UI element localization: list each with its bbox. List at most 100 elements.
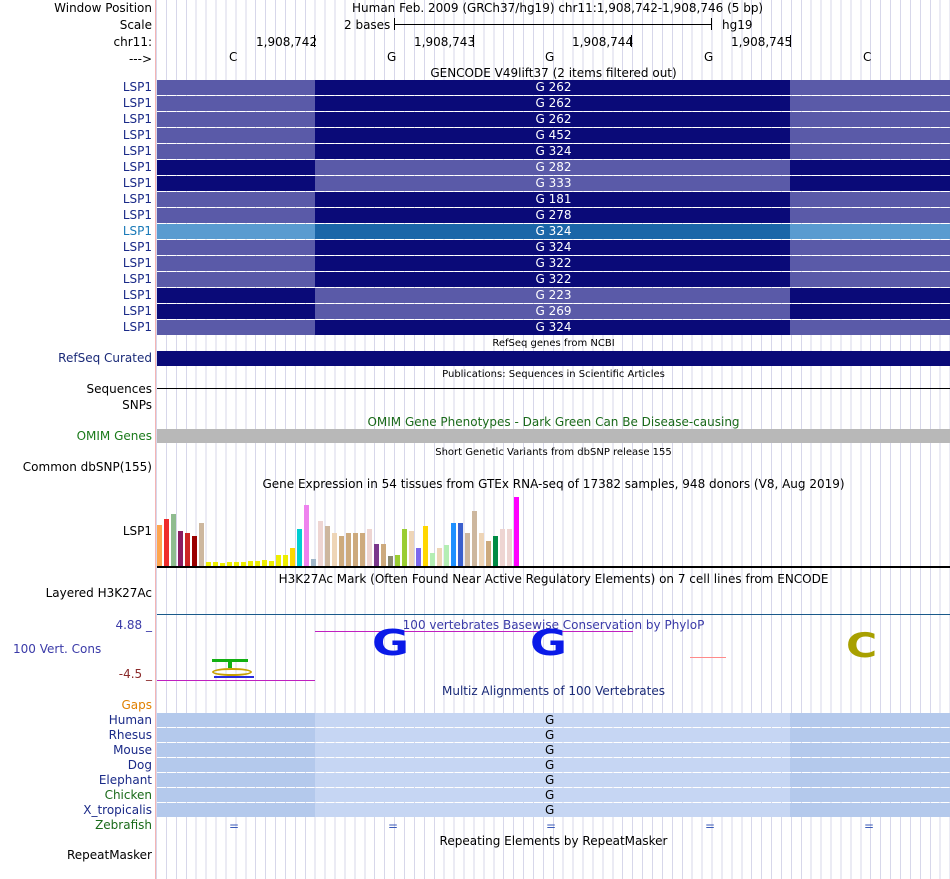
gtex-tissue-bar[interactable] [500,529,505,567]
phylop-label[interactable]: 100 Vert. Cons [13,642,102,656]
gtex-tissue-bar[interactable] [430,553,435,567]
gencode-row-label[interactable]: LSP1 [122,304,152,318]
publications-title[interactable]: Publications: Sequences in Scientific Ar… [442,369,665,380]
gtex-tissue-bar[interactable] [199,523,204,567]
gencode-transcript-row[interactable]: G 181 [157,192,950,207]
gtex-tissue-bar[interactable] [339,536,344,567]
gtex-tissue-bar[interactable] [437,548,442,567]
gtex-label[interactable]: LSP1 [122,524,152,538]
snps-label[interactable]: SNPs [122,398,152,412]
multiz-title[interactable]: Multiz Alignments of 100 Vertebrates [441,684,666,698]
publications-label[interactable]: Sequences [86,382,152,396]
gencode-transcript-row[interactable]: G 223 [157,288,950,303]
multiz-species-label[interactable]: Elephant [98,773,152,787]
multiz-alignment-row[interactable]: G [157,788,950,802]
h3k27ac-label[interactable]: Layered H3K27Ac [45,586,152,600]
gtex-tissue-bar[interactable] [381,544,386,567]
omim-title[interactable]: OMIM Gene Phenotypes - Dark Green Can Be… [367,415,740,429]
gtex-tissue-bar[interactable] [297,529,302,567]
gtex-tissue-bar[interactable] [206,562,211,567]
gtex-tissue-bar[interactable] [304,505,309,567]
gtex-tissue-bar[interactable] [465,533,470,567]
multiz-species-label[interactable]: Dog [127,758,152,772]
gtex-tissue-bar[interactable] [374,544,379,567]
gencode-transcript-row[interactable]: G 324 [157,144,950,159]
gtex-tissue-bar[interactable] [360,533,365,567]
multiz-species-label[interactable]: Chicken [104,788,152,802]
refseq-label[interactable]: RefSeq Curated [58,351,152,365]
gtex-tissue-bar[interactable] [241,562,246,567]
multiz-species-label[interactable]: Rhesus [108,728,152,742]
gtex-tissue-bar[interactable] [388,556,393,567]
gtex-tissue-bar[interactable] [234,562,239,567]
multiz-alignment-row[interactable]: G [157,803,950,817]
gencode-transcript-row[interactable]: G 262 [157,96,950,111]
gtex-tissue-bar[interactable] [444,545,449,567]
repeatmasker-label[interactable]: RepeatMasker [66,848,152,862]
gtex-tissue-bar[interactable] [157,525,162,567]
gtex-tissue-bar[interactable] [507,529,512,567]
gtex-tissue-bar[interactable] [269,561,274,567]
gencode-transcript-row[interactable]: G 324 [157,320,950,335]
gtex-tissue-bar[interactable] [227,562,232,567]
gencode-row-label[interactable]: LSP1 [122,256,152,270]
gtex-tissue-bar[interactable] [276,555,281,567]
multiz-alignment-row[interactable]: G [157,728,950,742]
gtex-title[interactable]: Gene Expression in 54 tissues from GTEx … [262,477,845,491]
gtex-tissue-bar[interactable] [353,533,358,567]
gtex-tissue-bar[interactable] [479,533,484,567]
gtex-tissue-bar[interactable] [458,523,463,567]
gencode-row-label[interactable]: LSP1 [122,192,152,206]
gencode-transcript-row[interactable]: G 322 [157,256,950,271]
gtex-tissue-bar[interactable] [493,536,498,567]
gtex-tissue-bar[interactable] [171,514,176,567]
gencode-row-label[interactable]: LSP1 [122,272,152,286]
dbsnp-title[interactable]: Short Genetic Variants from dbSNP releas… [435,447,672,458]
gtex-tissue-bar[interactable] [409,531,414,567]
gtex-tissue-bar[interactable] [472,511,477,567]
gtex-tissue-bar[interactable] [402,529,407,567]
gtex-tissue-bar[interactable] [325,526,330,567]
gtex-tissue-bar[interactable] [185,533,190,567]
gtex-tissue-bar[interactable] [290,548,295,567]
repeatmasker-title[interactable]: Repeating Elements by RepeatMasker [439,834,668,848]
gencode-row-label[interactable]: LSP1 [122,112,152,126]
gencode-transcript-row[interactable]: G 269 [157,304,950,319]
gtex-tissue-bar[interactable] [311,559,316,567]
gtex-tissue-bar[interactable] [318,521,323,567]
gtex-tissue-bar[interactable] [213,562,218,567]
gtex-tissue-bar[interactable] [332,533,337,567]
dbsnp-label[interactable]: Common dbSNP(155) [22,460,152,474]
multiz-alignment-row[interactable]: G [157,743,950,757]
gencode-row-label[interactable]: LSP1 [122,160,152,174]
gencode-row-label[interactable]: LSP1 [122,96,152,110]
gencode-transcript-row[interactable]: G 333 [157,176,950,191]
gtex-bar-chart[interactable] [157,492,950,567]
gencode-row-label[interactable]: LSP1 [122,128,152,142]
gencode-row-label[interactable]: LSP1 [122,144,152,158]
refseq-title[interactable]: RefSeq genes from NCBI [492,338,615,349]
gtex-tissue-bar[interactable] [220,563,225,567]
gtex-tissue-bar[interactable] [262,560,267,567]
multiz-alignment-row[interactable]: G [157,758,950,772]
gtex-tissue-bar[interactable] [486,541,491,567]
gtex-tissue-bar[interactable] [283,555,288,567]
gaps-label[interactable]: Gaps [121,698,152,712]
gencode-title[interactable]: GENCODE V49lift37 (2 items filtered out) [430,66,677,80]
gencode-row-label[interactable]: LSP1 [122,224,152,238]
phylop-title[interactable]: 100 vertebrates Basewise Conservation by… [402,618,705,632]
gencode-transcript-row[interactable]: G 262 [157,112,950,127]
gtex-tissue-bar[interactable] [346,533,351,567]
gtex-tissue-bar[interactable] [395,555,400,567]
gtex-tissue-bar[interactable] [514,497,519,567]
gencode-transcript-row[interactable]: G 262 [157,80,950,95]
multiz-species-label[interactable]: Human [108,713,152,727]
gencode-row-label[interactable]: LSP1 [122,320,152,334]
multiz-alignment-row[interactable]: G [157,713,950,727]
omim-bar[interactable] [157,429,950,443]
gencode-row-label[interactable]: LSP1 [122,208,152,222]
gencode-transcript-row[interactable]: G 282 [157,160,950,175]
gencode-transcript-row[interactable]: G 322 [157,272,950,287]
gencode-row-label[interactable]: LSP1 [122,80,152,94]
gtex-tissue-bar[interactable] [423,526,428,567]
